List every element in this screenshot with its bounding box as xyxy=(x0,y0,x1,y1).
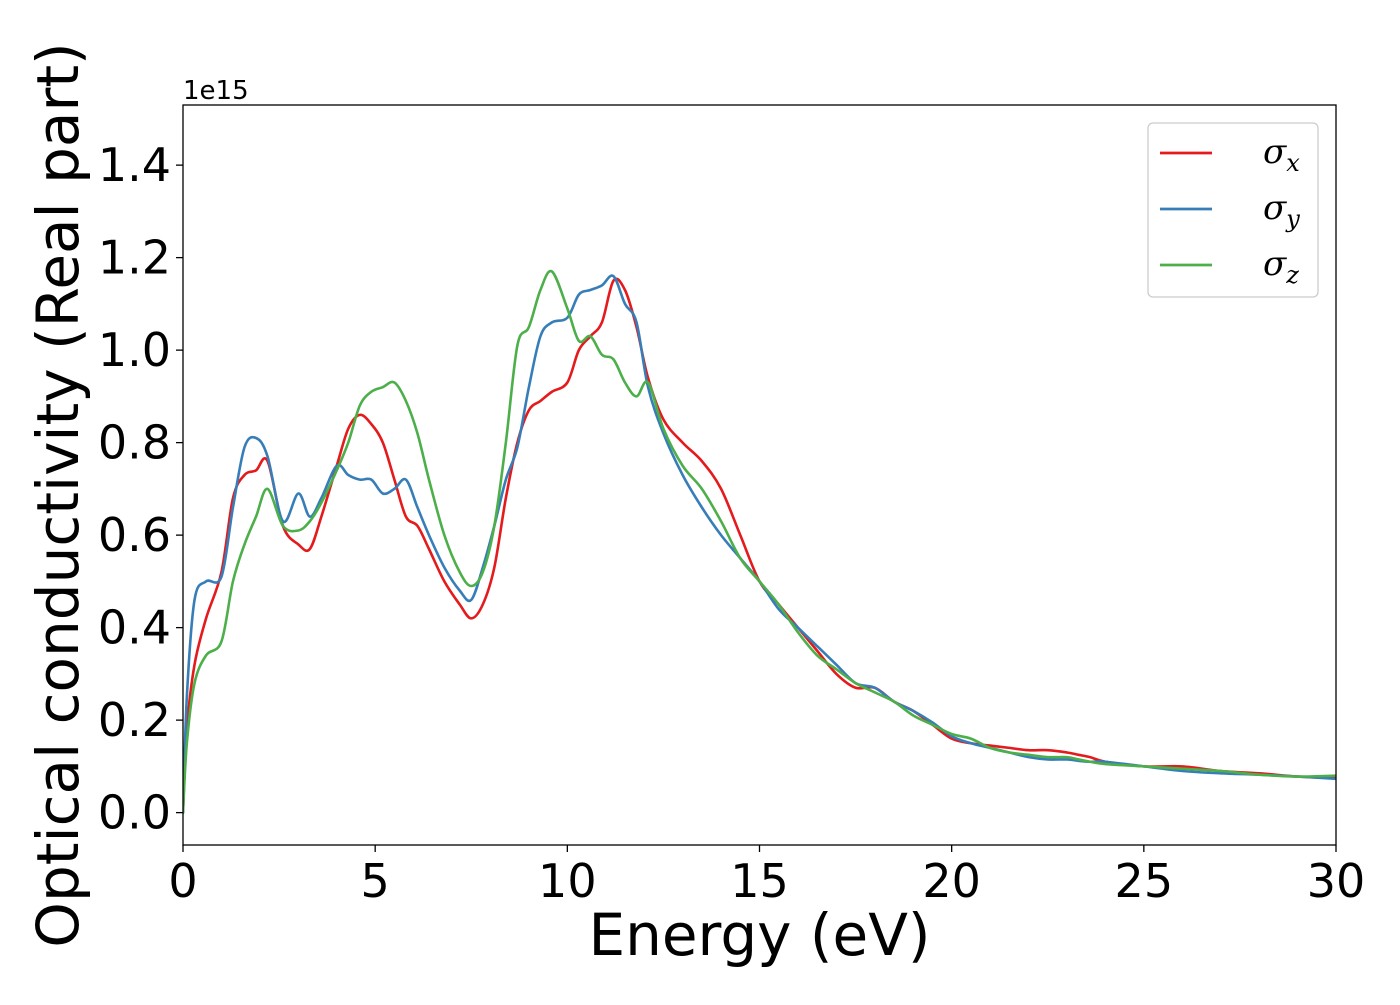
x-tick-label: 10 xyxy=(538,854,597,908)
x-tick-label: 0 xyxy=(168,854,197,908)
series-line-y xyxy=(183,274,1336,814)
x-tick-label: 20 xyxy=(922,854,981,908)
y-tick-label: 1.2 xyxy=(98,231,171,285)
y-offset-label: 1e15 xyxy=(183,76,249,106)
series-line-z xyxy=(183,269,1336,814)
x-tick-label: 25 xyxy=(1115,854,1174,908)
x-tick-label: 30 xyxy=(1307,854,1366,908)
x-tick-label: 5 xyxy=(361,854,390,908)
y-tick-label: 1.0 xyxy=(98,323,171,377)
x-axis-label: Energy (eV) xyxy=(588,901,930,969)
legend-box xyxy=(1147,122,1319,298)
x-tick-label: 15 xyxy=(730,854,789,908)
y-tick-label: 0.0 xyxy=(98,786,171,840)
legend: σx σy σz xyxy=(1147,122,1319,298)
y-axis-label: Optical conductivity (Real part) xyxy=(24,42,92,947)
y-tick-label: 1.4 xyxy=(98,138,171,192)
series-line-x xyxy=(183,277,1336,814)
y-tick-label: 0.2 xyxy=(98,693,171,747)
series-lines xyxy=(183,269,1336,814)
legend-label-y: σy xyxy=(1263,188,1300,233)
axis-ticks: 0 5 10 15 20 25 30 0.0 0.2 0.4 0.6 0.8 1.0 1.2 1.4 xyxy=(98,138,1365,908)
legend-label-x: σx xyxy=(1263,132,1300,177)
legend-entries: σx σy σz xyxy=(1160,132,1300,289)
legend-label-z: σz xyxy=(1263,244,1299,289)
y-tick-label: 0.6 xyxy=(98,508,171,562)
y-tick-label: 0.8 xyxy=(98,416,171,470)
y-tick-label: 0.4 xyxy=(98,601,171,655)
